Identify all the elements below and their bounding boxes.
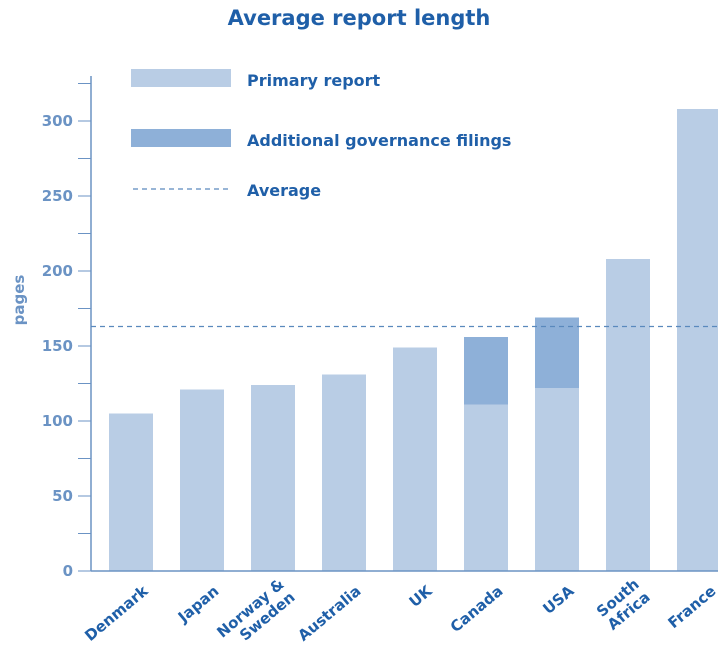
y-tick-label: 150 — [42, 337, 73, 355]
bar-additional-governance-filings — [535, 317, 579, 388]
bar-primary-report — [606, 259, 650, 571]
legend-label-average: Average — [247, 181, 321, 200]
bar-primary-report — [464, 404, 508, 571]
chart-title: Average report length — [227, 6, 491, 30]
x-tick-label: France — [665, 582, 718, 632]
bar-primary-report — [322, 374, 366, 571]
y-tick-label: 0 — [63, 562, 73, 580]
y-tick-label: 250 — [42, 187, 73, 205]
bar-primary-report — [535, 388, 579, 571]
x-tick-label: UK — [406, 581, 437, 611]
legend-swatch-additional-governance-filings — [131, 129, 231, 147]
x-tick-label: Norway &Sweden — [213, 575, 298, 653]
x-tick-label: USA — [539, 582, 577, 618]
bar-additional-governance-filings — [464, 337, 508, 405]
y-axis-label: pages — [10, 275, 28, 326]
x-tick-label: Japan — [174, 582, 223, 627]
x-tick-label: Australia — [294, 582, 364, 645]
bar-primary-report — [677, 109, 718, 571]
bar-primary-report — [109, 413, 153, 571]
bars-layer — [109, 109, 718, 571]
legend: Primary report Additional governance fil… — [131, 69, 511, 200]
x-tick-label: Denmark — [81, 581, 152, 645]
y-tick-label: 100 — [42, 412, 73, 430]
legend-swatch-primary-report — [131, 69, 231, 87]
x-tick-label: Canada — [447, 582, 507, 636]
x-tick-label: SouthAfrica — [593, 575, 654, 634]
y-tick-label: 300 — [42, 112, 73, 130]
bar-primary-report — [251, 385, 295, 571]
legend-label-primary-report: Primary report — [247, 71, 381, 90]
y-tick-label: 200 — [42, 262, 73, 280]
bar-primary-report — [180, 389, 224, 571]
legend-label-additional-governance-filings: Additional governance filings — [247, 131, 511, 150]
bar-primary-report — [393, 347, 437, 571]
y-ticks: 0 50 100 150 200 250 300 — [42, 83, 91, 580]
y-tick-label: 50 — [52, 487, 73, 505]
